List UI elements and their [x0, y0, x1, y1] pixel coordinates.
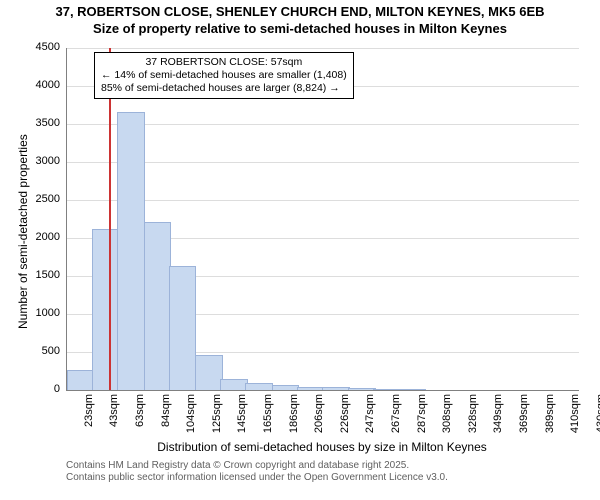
x-tick-label: 145sqm [236, 394, 248, 434]
footer-line1: Contains HM Land Registry data © Crown c… [66, 460, 448, 472]
histogram-bar [169, 266, 197, 390]
title-line1: 37, ROBERTSON CLOSE, SHENLEY CHURCH END,… [0, 4, 600, 21]
y-tick-label: 1000 [36, 307, 60, 319]
x-tick-label: 226sqm [339, 394, 351, 434]
x-tick-label: 43sqm [108, 394, 120, 434]
x-tick-label: 206sqm [313, 394, 325, 434]
x-tick-label: 63sqm [134, 394, 146, 434]
x-tick-label: 369sqm [518, 394, 530, 434]
footer: Contains HM Land Registry data © Crown c… [66, 460, 448, 484]
x-tick-label: 247sqm [364, 394, 376, 434]
y-tick-label: 3500 [36, 117, 60, 129]
histogram-bar [399, 389, 427, 390]
x-axis-label: Distribution of semi-detached houses by … [66, 440, 578, 454]
histogram-bar [297, 387, 325, 390]
x-tick-label: 308sqm [441, 394, 453, 434]
x-tick-label: 165sqm [262, 394, 274, 434]
title-line2: Size of property relative to semi-detach… [0, 21, 600, 38]
y-tick-label: 0 [54, 383, 60, 395]
x-tick-label: 267sqm [390, 394, 402, 434]
y-tick-label: 2500 [36, 193, 60, 205]
x-tick-label: 349sqm [492, 394, 504, 434]
y-tick-label: 3000 [36, 155, 60, 167]
plot-area [66, 48, 579, 391]
x-tick-label: 410sqm [569, 394, 581, 434]
histogram-bar [92, 229, 120, 390]
callout-box: 37 ROBERTSON CLOSE: 57sqm← 14% of semi-d… [94, 52, 354, 99]
histogram-bar [67, 370, 95, 390]
histogram-bar [322, 387, 350, 390]
y-tick-label: 1500 [36, 269, 60, 281]
x-tick-label: 125sqm [211, 394, 223, 434]
y-tick-label: 4000 [36, 79, 60, 91]
histogram-bar [144, 222, 172, 390]
callout-line: ← 14% of semi-detached houses are smalle… [101, 69, 347, 82]
y-axis-label: Number of semi-detached properties [16, 134, 30, 329]
x-tick-label: 328sqm [467, 394, 479, 434]
histogram-bar [348, 388, 376, 390]
histogram-bar [373, 389, 401, 390]
histogram-bar [195, 355, 223, 390]
x-tick-label: 287sqm [416, 394, 428, 434]
histogram-bar [220, 379, 248, 390]
x-tick-label: 104sqm [185, 394, 197, 434]
callout-line: 37 ROBERTSON CLOSE: 57sqm [101, 56, 347, 69]
histogram-bar [117, 112, 145, 390]
x-tick-label: 430sqm [595, 394, 600, 434]
x-tick-label: 84sqm [160, 394, 172, 434]
callout-line: 85% of semi-detached houses are larger (… [101, 82, 347, 95]
y-tick-label: 2000 [36, 231, 60, 243]
footer-line2: Contains public sector information licen… [66, 472, 448, 484]
y-tick-label: 4500 [36, 41, 60, 53]
y-tick-label: 500 [42, 345, 60, 357]
x-tick-label: 389sqm [544, 394, 556, 434]
chart-title: 37, ROBERTSON CLOSE, SHENLEY CHURCH END,… [0, 0, 600, 38]
x-tick-label: 186sqm [288, 394, 300, 434]
gridline [67, 48, 579, 49]
histogram-bar [272, 385, 300, 390]
x-tick-label: 23sqm [83, 394, 95, 434]
histogram-bar [245, 383, 273, 390]
